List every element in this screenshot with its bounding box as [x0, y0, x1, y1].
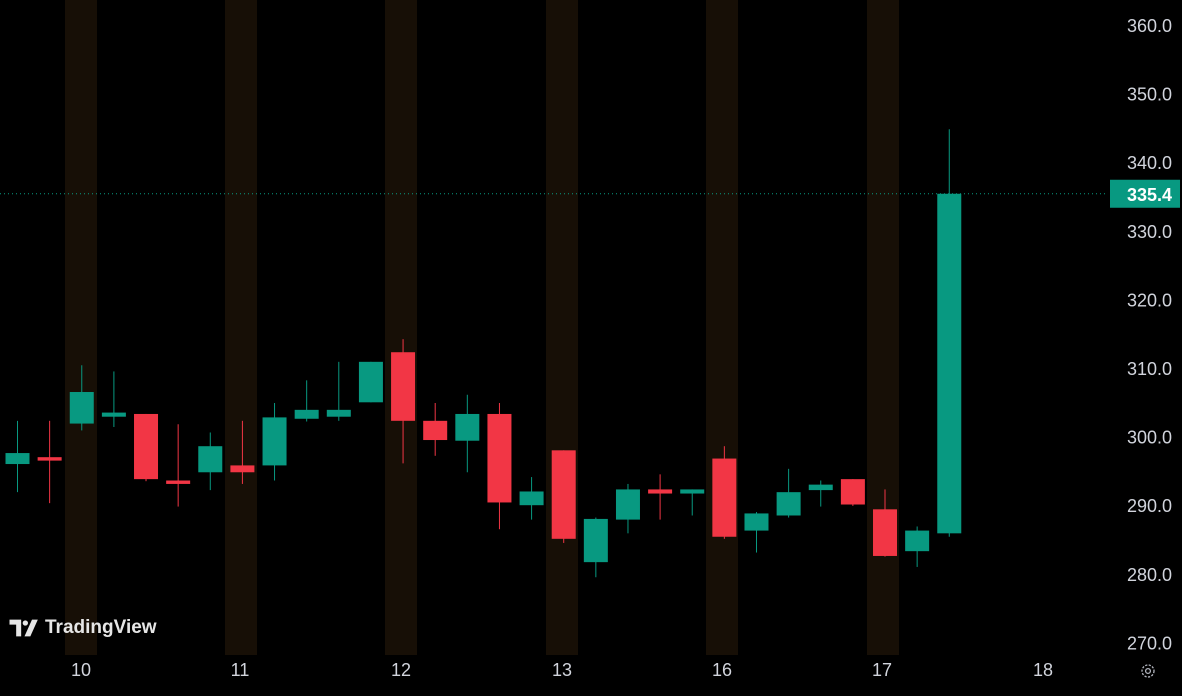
- candle[interactable]: [937, 129, 962, 537]
- y-tick-label: 360.0: [1127, 16, 1172, 36]
- candle-body: [583, 518, 608, 563]
- session-band: [225, 0, 257, 655]
- candle-body: [680, 489, 705, 494]
- candle-body: [873, 509, 898, 556]
- candle[interactable]: [712, 446, 737, 539]
- last-price-label: 335.4: [1110, 179, 1180, 208]
- candle[interactable]: [905, 526, 930, 567]
- candle[interactable]: [873, 489, 898, 557]
- candle-body: [423, 420, 448, 441]
- watermark-text: TradingView: [45, 617, 157, 638]
- candle-body: [391, 352, 416, 421]
- candle-body: [294, 409, 319, 419]
- candle-body: [744, 513, 769, 531]
- candle[interactable]: [134, 413, 159, 482]
- time-axis[interactable]: 10 11 12 13 16 17 18: [71, 660, 1053, 680]
- candle[interactable]: [776, 468, 801, 518]
- candle[interactable]: [5, 420, 30, 493]
- candle-body: [840, 479, 865, 505]
- y-tick-label: 300.0: [1127, 428, 1172, 448]
- tradingview-watermark[interactable]: TradingView: [8, 616, 157, 640]
- last-price-text: 335.4: [1127, 185, 1172, 205]
- candle[interactable]: [198, 432, 223, 491]
- candle-body: [455, 413, 480, 441]
- candle[interactable]: [262, 402, 287, 481]
- x-tick-label: 16: [712, 660, 732, 680]
- price-axis[interactable]: 360.0 350.0 340.0 330.0 320.0 310.0 300.0 290.0…: [1127, 16, 1172, 653]
- candle-body: [262, 417, 287, 466]
- y-tick-label: 330.0: [1127, 222, 1172, 242]
- x-tick-label: 17: [872, 660, 892, 680]
- candle[interactable]: [326, 361, 351, 421]
- candle-body: [37, 457, 62, 461]
- candle[interactable]: [69, 365, 94, 431]
- candle[interactable]: [680, 489, 705, 516]
- candle[interactable]: [423, 402, 448, 456]
- candle[interactable]: [840, 479, 865, 506]
- session-band: [546, 0, 578, 655]
- candle-body: [648, 489, 673, 494]
- candle-body: [551, 450, 576, 539]
- candle[interactable]: [294, 380, 319, 422]
- y-tick-label: 320.0: [1127, 290, 1172, 310]
- candle-body: [230, 465, 255, 473]
- session-bands: [65, 0, 899, 655]
- candle[interactable]: [487, 402, 512, 530]
- y-tick-label: 290.0: [1127, 496, 1172, 516]
- candle[interactable]: [519, 477, 544, 520]
- candle[interactable]: [230, 420, 255, 484]
- candle-body: [358, 361, 383, 403]
- session-band: [706, 0, 738, 655]
- last-price-badge: [1110, 179, 1180, 208]
- y-tick-label: 340.0: [1127, 153, 1172, 173]
- candle[interactable]: [648, 474, 673, 520]
- session-band: [385, 0, 417, 655]
- candle[interactable]: [166, 424, 191, 507]
- x-tick-label: 11: [231, 660, 250, 680]
- candle[interactable]: [455, 394, 480, 473]
- candle[interactable]: [358, 361, 383, 403]
- candle-body: [101, 412, 126, 417]
- candle[interactable]: [37, 420, 62, 504]
- candle-body: [166, 480, 191, 484]
- y-tick-label: 270.0: [1127, 633, 1172, 653]
- candle-body: [69, 392, 94, 424]
- candle[interactable]: [808, 480, 833, 507]
- y-tick-label: 280.0: [1127, 565, 1172, 585]
- candle-body: [519, 491, 544, 506]
- x-tick-label: 13: [552, 660, 572, 680]
- candles: [5, 129, 962, 578]
- y-tick-label: 350.0: [1127, 85, 1172, 105]
- x-tick-label: 18: [1033, 660, 1053, 680]
- candle-body: [615, 489, 640, 520]
- candle-body: [326, 409, 351, 417]
- candle[interactable]: [101, 371, 126, 427]
- candle[interactable]: [744, 512, 769, 553]
- candle-body: [776, 492, 801, 516]
- candle[interactable]: [391, 339, 416, 464]
- session-band: [65, 0, 97, 655]
- candle[interactable]: [551, 450, 576, 543]
- candle-body: [712, 458, 737, 537]
- x-tick-label: 10: [71, 660, 91, 680]
- tradingview-logo-icon: [9, 619, 38, 637]
- settings-gear-icon[interactable]: [1139, 662, 1157, 680]
- candle-body: [134, 413, 159, 480]
- candle-body: [198, 446, 223, 473]
- session-band: [867, 0, 899, 655]
- candle-body: [5, 453, 30, 465]
- candle[interactable]: [583, 517, 608, 578]
- x-tick-label: 12: [391, 660, 411, 680]
- candle-body: [808, 484, 833, 491]
- candle[interactable]: [615, 483, 640, 534]
- y-tick-label: 310.0: [1127, 359, 1172, 379]
- candle-body: [937, 193, 962, 534]
- candle-body: [487, 413, 512, 503]
- candle-body: [905, 530, 930, 552]
